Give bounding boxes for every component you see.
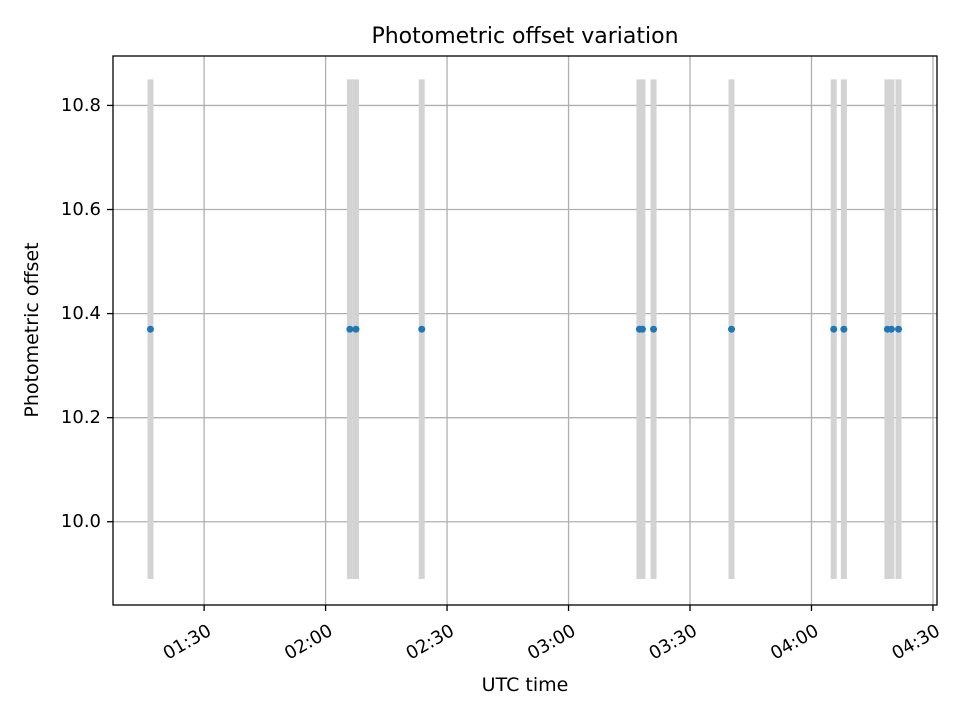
y-tick-label: 10.6 xyxy=(61,199,101,220)
data-point xyxy=(650,325,658,333)
data-point xyxy=(887,325,895,333)
y-tick-label: 10.4 xyxy=(61,303,101,324)
data-point xyxy=(638,325,646,333)
plot-frame xyxy=(112,55,938,606)
data-points xyxy=(146,325,903,333)
y-axis: 10.0 10.2 10.4 10.6 10.8 xyxy=(61,95,113,532)
data-point xyxy=(352,325,360,333)
data-point xyxy=(728,325,736,333)
y-tick-label: 10.2 xyxy=(61,407,101,428)
y-tick-label: 10.8 xyxy=(61,95,101,116)
data-point xyxy=(895,325,903,333)
data-point xyxy=(146,325,154,333)
grid xyxy=(113,56,937,605)
y-axis-label: Photometric offset xyxy=(21,242,43,417)
y-tick-label: 10.0 xyxy=(61,511,101,532)
data-point xyxy=(830,325,838,333)
chart-title: Photometric offset variation xyxy=(371,24,678,49)
data-point xyxy=(418,325,426,333)
data-point xyxy=(840,325,848,333)
data-point xyxy=(346,325,354,333)
x-axis-label: UTC time xyxy=(482,674,569,696)
